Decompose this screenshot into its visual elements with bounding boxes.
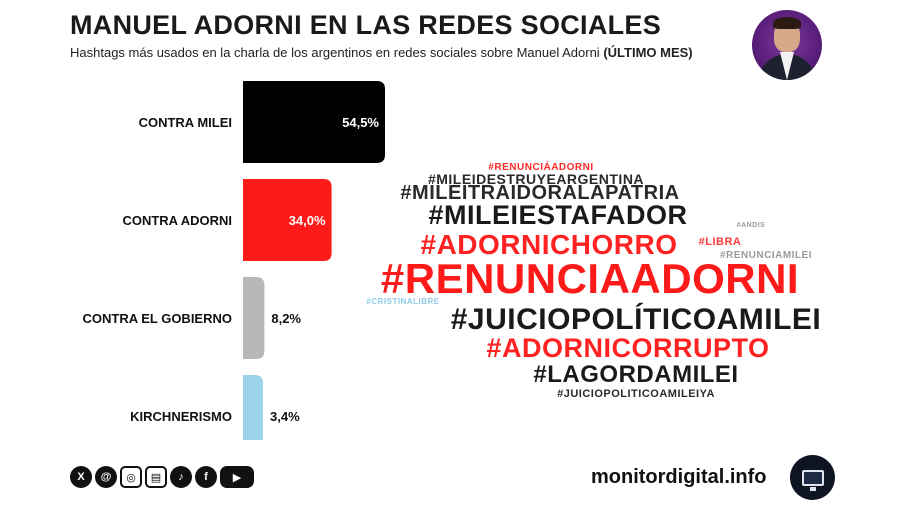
value-label: 3,4%	[270, 409, 300, 424]
threads-icon[interactable]: @	[95, 466, 117, 488]
hashtag-word: #LIBRA	[698, 236, 742, 248]
category-label: CONTRA ADORNI	[122, 213, 232, 228]
hashtag-word: #JUICIOPOLITICOAMILEIYA	[557, 388, 715, 400]
chart-subtitle: Hashtags más usados en la charla de los …	[70, 45, 693, 60]
hashtag-word: #RENUNCIAMILEI	[719, 250, 813, 261]
value-label: 8,2%	[271, 311, 301, 326]
hashtag-word: #RENUNCIAADORNI	[380, 255, 800, 302]
hashtag-word: #JUICIOPOLÍTICOAMILEI	[450, 303, 822, 336]
chart-title: MANUEL ADORNI EN LAS REDES SOCIALES	[70, 10, 662, 40]
hashtag-word: #ADORNICORRUPTO	[486, 333, 770, 363]
hashtag-word: #MILEITRAIDORALAPATRIA	[400, 182, 680, 204]
hashtag-word: #ANDIS	[736, 222, 766, 229]
bar-chart: CONTRA MILEI 54,5% CONTRA ADORNI 34,0% CONTR…	[82, 81, 385, 440]
subtitle-text: Hashtags más usados en la charla de los …	[70, 45, 600, 60]
newsletter-icon[interactable]: ▤	[145, 466, 167, 488]
value-label: 34,0%	[289, 213, 326, 228]
site-url[interactable]: monitordigital.info	[591, 466, 767, 488]
subtitle-period: (ÚLTIMO MES)	[603, 45, 693, 60]
hashtag-word: #LAGORDAMILEI	[533, 361, 739, 388]
category-label: CONTRA EL GOBIERNO	[82, 311, 232, 326]
youtube-icon[interactable]: ▶	[220, 466, 254, 488]
x-icon[interactable]: X	[70, 466, 92, 488]
monitor-logo-icon	[790, 455, 835, 500]
category-label: CONTRA MILEI	[139, 115, 232, 130]
category-label: KIRCHNERISMO	[130, 409, 232, 424]
value-label: 54,5%	[342, 115, 379, 130]
bar-kirchnerismo	[243, 375, 263, 440]
tiktok-icon[interactable]: ♪	[170, 466, 192, 488]
hashtag-word: #RENUNCIÁADORNI	[488, 162, 594, 173]
avatar	[752, 10, 822, 80]
facebook-icon[interactable]: f	[195, 466, 217, 488]
bar-contra-el-gobierno	[243, 277, 265, 359]
social-icons: X @ ◎ ▤ ♪ f ▶	[70, 466, 254, 488]
hashtag-word: #ADORNICHORRO	[420, 229, 678, 260]
hashtag-word: #MILEIESTAFADOR	[428, 200, 688, 230]
bar-contra-milei	[243, 81, 385, 163]
hashtag-word: #MILEIDESTRUYEARGENTINA	[427, 171, 645, 187]
bar-contra-adorni	[243, 179, 332, 261]
instagram-icon[interactable]: ◎	[120, 466, 142, 488]
